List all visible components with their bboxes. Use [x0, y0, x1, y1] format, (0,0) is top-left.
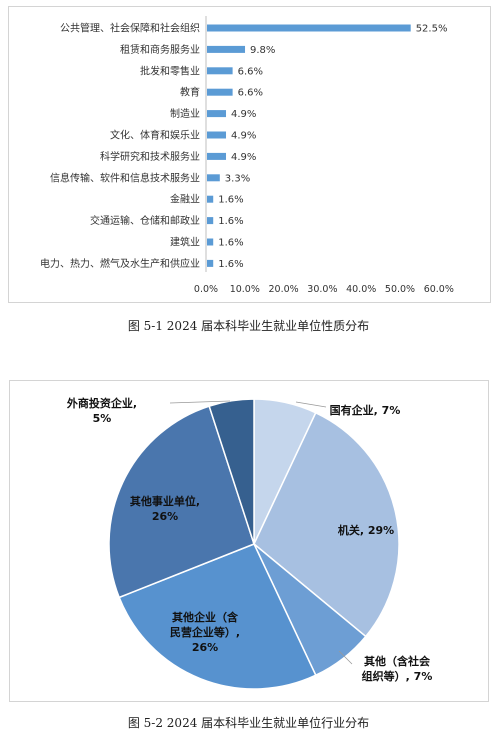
category-label: 批发和零售业 [140, 64, 200, 77]
category-label: 租赁和商务服务业 [120, 43, 200, 56]
figure-5-1-caption: 图 5-1 2024 届本科毕业生就业单位性质分布 [127, 319, 370, 333]
data-label: 4.9% [231, 152, 256, 163]
category-label: 教育 [180, 86, 200, 99]
data-label: 9.8% [250, 45, 275, 56]
figure-5-2-caption: 图 5-2 2024 届本科毕业生就业单位行业分布 [127, 716, 370, 730]
bar [207, 131, 227, 139]
category-label: 交通运输、仓储和邮政业 [90, 214, 200, 227]
category-label: 制造业 [170, 107, 200, 120]
category-label: 金融业 [170, 193, 200, 206]
bar [207, 238, 214, 246]
data-label: 6.6% [238, 66, 263, 77]
bar-chart-frame [8, 6, 491, 303]
category-label: 公共管理、社会保障和社会组织 [60, 22, 200, 35]
bar [207, 24, 411, 32]
x-tick-label: 40.0% [346, 284, 376, 295]
data-label: 1.6% [218, 259, 243, 270]
category-label: 信息传输、软件和信息技术服务业 [50, 171, 200, 184]
data-label: 3.3% [225, 173, 250, 184]
x-tick-label: 0.0% [194, 284, 218, 295]
data-label: 1.6% [218, 238, 243, 249]
data-label: 1.6% [218, 216, 243, 227]
x-tick-label: 10.0% [230, 284, 260, 295]
category-label: 文化、体育和娱乐业 [110, 129, 200, 142]
x-tick-label: 20.0% [269, 284, 299, 295]
bar [207, 195, 214, 203]
bar-chart: 公共管理、社会保障和社会组织 52.5% 租赁和商务服务业 9.8% 批发和零售业 6.6… [40, 16, 454, 295]
x-tick-label: 60.0% [424, 284, 454, 295]
bar [207, 259, 214, 267]
data-label: 4.9% [231, 131, 256, 142]
bar [207, 88, 233, 96]
category-label: 科学研究和技术服务业 [100, 150, 200, 163]
bar [207, 174, 220, 182]
data-label: 4.9% [231, 109, 256, 120]
x-tick-label: 50.0% [385, 284, 415, 295]
bar [207, 152, 227, 160]
bar [207, 110, 227, 118]
bar [207, 45, 246, 53]
x-tick-label: 30.0% [307, 284, 337, 295]
bar [207, 67, 233, 75]
category-label: 电力、热力、燃气及水生产和供应业 [40, 257, 200, 270]
data-label: 1.6% [218, 195, 243, 206]
bar [207, 217, 214, 225]
pie-chart-frame [9, 380, 489, 702]
data-label: 52.5% [416, 24, 448, 35]
category-label: 建筑业 [170, 236, 200, 249]
data-label: 6.6% [238, 88, 263, 99]
